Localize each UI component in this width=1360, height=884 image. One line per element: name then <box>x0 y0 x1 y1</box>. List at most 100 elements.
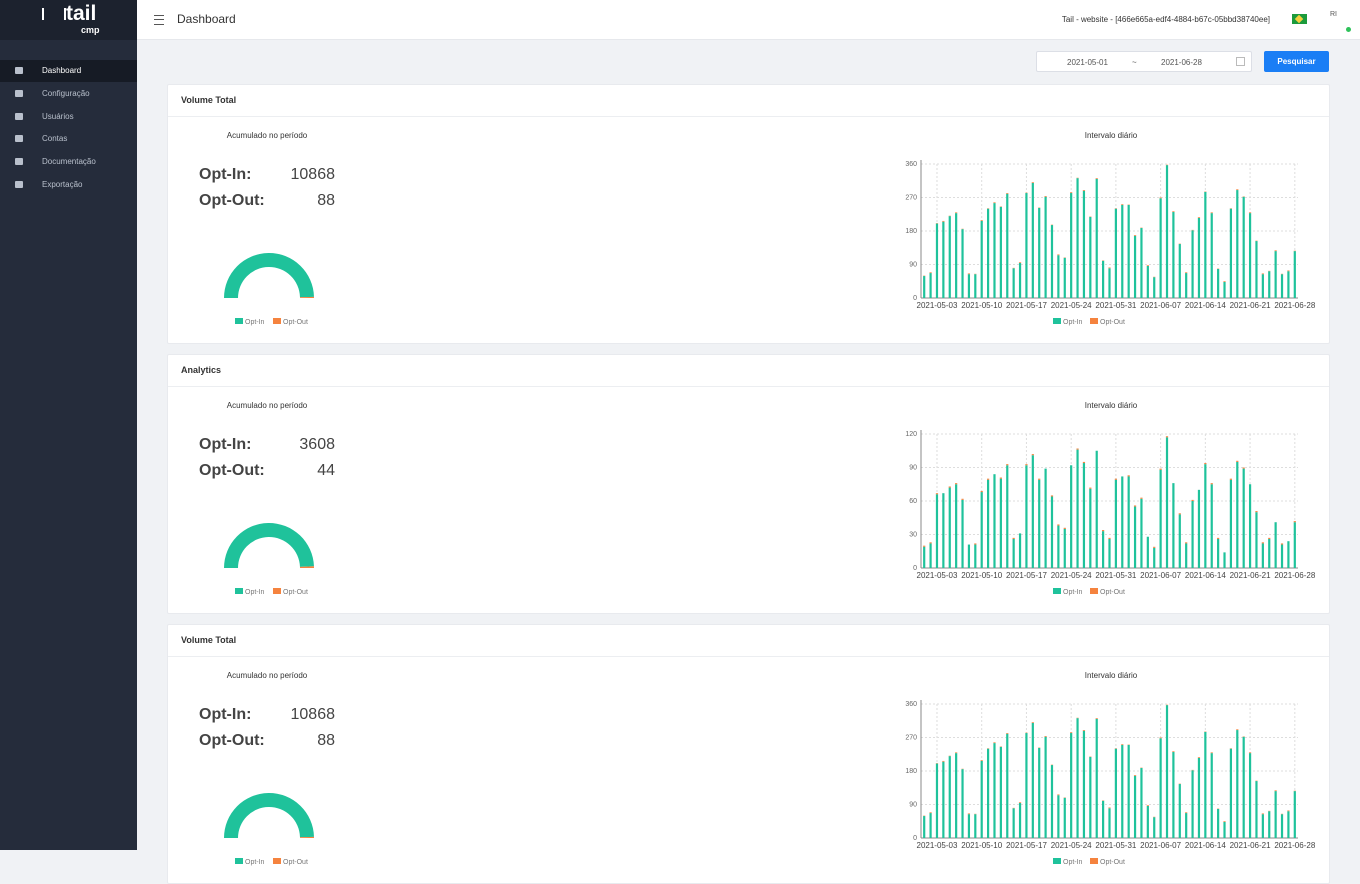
x-tick-label: 2021-05-31 <box>1095 571 1136 580</box>
bar <box>1230 480 1232 568</box>
bar <box>1236 729 1238 730</box>
legend-swatch <box>235 858 243 864</box>
x-tick-label: 2021-05-10 <box>961 301 1002 310</box>
bar <box>1172 212 1174 298</box>
bar <box>1255 781 1257 838</box>
bar <box>1128 745 1130 838</box>
bar <box>1134 235 1136 236</box>
bar <box>936 493 938 494</box>
nav-item[interactable]: Dashboard <box>0 60 137 82</box>
x-tick-label: 2021-06-28 <box>1274 301 1315 310</box>
date-range[interactable]: 2021-05-01 ~ 2021-06-28 <box>1036 51 1252 72</box>
x-tick-label: 2021-05-24 <box>1051 841 1092 850</box>
avatar[interactable]: RI <box>1330 11 1337 18</box>
bar <box>968 273 970 274</box>
bar <box>1249 484 1251 568</box>
bar <box>1083 730 1085 731</box>
nav-label: Usuários <box>42 106 74 128</box>
bar <box>987 480 989 568</box>
bar <box>1172 483 1174 568</box>
calendar-icon <box>1236 57 1245 66</box>
bar <box>1223 821 1225 822</box>
legend-swatch <box>273 318 281 324</box>
bar <box>1160 198 1162 199</box>
bar <box>1038 480 1040 568</box>
bar <box>1045 197 1047 298</box>
bar <box>1121 204 1123 205</box>
page-title: Dashboard <box>177 12 236 26</box>
bar <box>1153 548 1155 568</box>
bar <box>1179 784 1181 838</box>
bar <box>1089 488 1091 489</box>
bar <box>1070 465 1072 568</box>
brand: tail <box>66 2 96 26</box>
bar <box>1236 730 1238 838</box>
gauge-segment <box>224 253 314 298</box>
bar <box>1287 270 1289 271</box>
bar <box>936 764 938 838</box>
nav-item[interactable]: Documentação <box>0 151 137 173</box>
bar <box>1070 192 1072 193</box>
bar <box>1191 770 1193 838</box>
y-tick-label: 90 <box>909 464 917 471</box>
range-separator: ~ <box>1132 58 1137 67</box>
x-tick-label: 2021-05-24 <box>1051 571 1092 580</box>
menu-toggle[interactable] <box>154 15 164 25</box>
legend-label: Opt-Out <box>283 319 308 326</box>
metric-value: 44 <box>317 462 335 479</box>
bar <box>1013 538 1015 539</box>
bar <box>1160 198 1162 298</box>
bar <box>1198 490 1200 568</box>
site-selector[interactable]: Tail - website - [466e665a-edf4-4884-b67… <box>1062 15 1270 24</box>
nav-icon <box>15 67 23 74</box>
nav-item[interactable]: Configuração <box>0 83 137 105</box>
bar <box>1223 822 1225 838</box>
nav-item[interactable]: Contas <box>0 128 137 150</box>
legend-swatch <box>273 858 281 864</box>
bar <box>1236 189 1238 190</box>
bar <box>955 752 957 753</box>
bar <box>1096 179 1098 298</box>
nav-icon <box>15 113 23 120</box>
metric-value: 10868 <box>291 166 336 183</box>
panel-title: Volume Total <box>168 625 1329 657</box>
bar <box>1032 723 1034 838</box>
bar <box>1076 718 1078 838</box>
bar <box>1262 274 1264 298</box>
x-tick-label: 2021-06-21 <box>1230 571 1271 580</box>
bar <box>942 222 944 298</box>
bar <box>1243 737 1245 838</box>
language-flag[interactable] <box>1292 14 1307 24</box>
bar <box>1134 776 1136 838</box>
bar <box>1019 533 1021 568</box>
bar <box>923 816 925 838</box>
brand-sub: cmp <box>81 25 100 35</box>
bar <box>1045 736 1047 737</box>
chart-title: Acumulado no período <box>227 671 308 680</box>
bar <box>1223 281 1225 282</box>
bar <box>968 814 970 838</box>
bar <box>1064 529 1066 568</box>
search-button[interactable]: Pesquisar <box>1264 51 1329 72</box>
bar <box>1013 808 1015 838</box>
legend-swatch <box>235 588 243 594</box>
nav-item[interactable]: Usuários <box>0 106 137 128</box>
bar <box>993 743 995 838</box>
bar <box>1281 543 1283 544</box>
metric-value: 3608 <box>299 436 335 453</box>
bar <box>1128 476 1130 568</box>
bar <box>1198 758 1200 838</box>
nav-item[interactable]: Exportação <box>0 174 137 196</box>
bar <box>1255 241 1257 298</box>
bar <box>955 484 957 568</box>
bar <box>968 274 970 298</box>
bar <box>1000 478 1002 479</box>
bar <box>1019 802 1021 803</box>
y-tick-label: 90 <box>909 261 917 268</box>
bar <box>961 500 963 568</box>
nav-label: Documentação <box>42 151 96 173</box>
metric-label: Opt-Out: <box>199 192 265 209</box>
bar <box>1262 814 1264 838</box>
